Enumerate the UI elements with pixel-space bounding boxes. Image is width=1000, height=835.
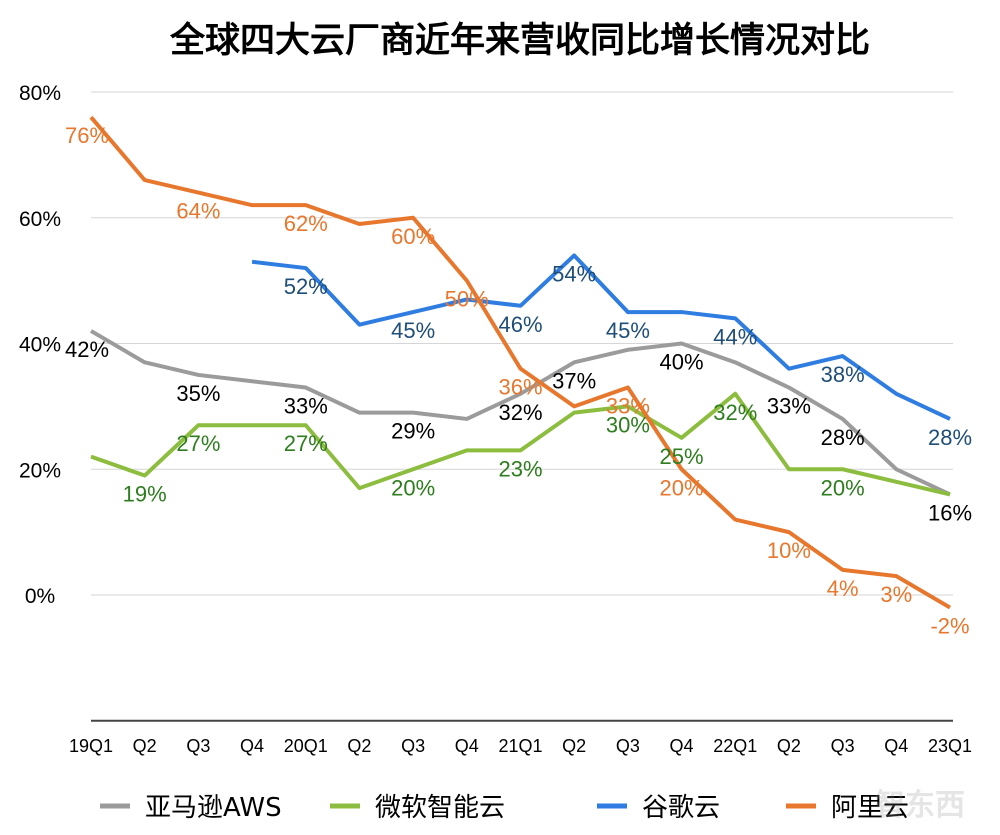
data-label: 20% <box>660 475 704 500</box>
data-label: 29% <box>391 419 435 444</box>
y-tick-label: 40% <box>19 334 61 357</box>
data-label: 27% <box>284 431 328 456</box>
data-label: 60% <box>391 224 435 249</box>
data-label: 45% <box>391 318 435 343</box>
data-label: 37% <box>552 368 596 393</box>
data-label: 28% <box>821 425 865 450</box>
x-tick-label: Q4 <box>455 736 479 756</box>
data-label: 40% <box>660 350 704 375</box>
y-tick-label: 20% <box>19 459 61 482</box>
data-label: 33% <box>284 394 328 419</box>
series-lines <box>89 115 952 610</box>
data-label: 30% <box>606 412 650 437</box>
legend-item-label: 亚马逊AWS <box>145 793 282 823</box>
data-label: 4% <box>827 576 859 601</box>
data-labels: 42% 35% 33% 29% 32% 37% 40% 33% 28% 16% 19% 27% 27% 2… <box>65 123 972 638</box>
x-tick-label: 20Q1 <box>284 736 328 756</box>
x-axis: 19Q1 Q2 Q3 Q4 20Q1 Q2 Q3 Q4 21Q1 Q2 Q3 Q4 22Q1 Q2 Q3 Q4… <box>69 719 972 756</box>
x-tick-label: Q2 <box>777 736 801 756</box>
data-label: 76% <box>65 123 109 148</box>
data-label: 64% <box>176 199 220 224</box>
data-label: -2% <box>930 614 969 639</box>
data-label: 52% <box>284 274 328 299</box>
x-tick-label: Q4 <box>670 736 694 756</box>
data-label: 10% <box>767 538 811 563</box>
x-tick-label: 22Q1 <box>713 736 757 756</box>
x-tick-label: Q2 <box>133 736 157 756</box>
data-label: 35% <box>176 381 220 406</box>
data-label: 46% <box>498 312 542 337</box>
data-label: 32% <box>498 400 542 425</box>
chart-title: 全球四大云厂商近年来营收同比增长情况对比 <box>169 20 870 61</box>
data-label: 50% <box>445 287 489 312</box>
legend-item-label: 阿里云 <box>831 793 909 823</box>
y-tick-label: 80% <box>19 82 61 105</box>
x-tick-label: 23Q1 <box>928 736 972 756</box>
x-tick-label: Q2 <box>562 736 586 756</box>
data-label: 44% <box>713 324 757 349</box>
data-label: 42% <box>65 337 109 362</box>
data-label: 54% <box>552 261 596 286</box>
y-axis: 80% 60% 40% 20% 0% <box>19 82 61 608</box>
data-label: 32% <box>713 400 757 425</box>
watermark-logo: 智东西 <box>875 788 965 823</box>
data-label: 25% <box>660 444 704 469</box>
series-line-2 <box>251 253 951 421</box>
data-label: 19% <box>123 482 167 507</box>
data-label: 33% <box>767 394 811 419</box>
x-tick-label: Q2 <box>347 736 371 756</box>
legend-item-label: 微软智能云 <box>375 793 505 823</box>
y-tick-label: 0% <box>25 585 55 608</box>
grid-lines <box>91 91 953 596</box>
x-tick-label: Q4 <box>884 736 908 756</box>
data-label: 20% <box>821 475 865 500</box>
data-label: 62% <box>284 211 328 236</box>
data-label: 38% <box>821 362 865 387</box>
x-tick-label: Q3 <box>401 736 425 756</box>
data-label: 27% <box>176 431 220 456</box>
y-tick-label: 60% <box>19 208 61 231</box>
x-tick-label: 21Q1 <box>498 736 542 756</box>
legend-item-label: 谷歌云 <box>642 793 720 823</box>
x-tick-label: Q3 <box>186 736 210 756</box>
x-tick-label: Q3 <box>616 736 640 756</box>
data-label: 3% <box>880 582 912 607</box>
legend: 亚马逊AWS 微软智能云 谷歌云 阿里云 <box>100 793 909 823</box>
data-label: 33% <box>606 394 650 419</box>
x-tick-label: Q3 <box>831 736 855 756</box>
data-label: 45% <box>606 318 650 343</box>
data-label: 16% <box>928 500 972 525</box>
data-label: 36% <box>498 375 542 400</box>
data-label: 20% <box>391 475 435 500</box>
x-tick-label: 19Q1 <box>69 736 113 756</box>
watermark-text: 智东西 <box>875 788 965 823</box>
data-label: 23% <box>498 456 542 481</box>
x-tick-label: Q4 <box>240 736 264 756</box>
data-label: 28% <box>928 425 972 450</box>
